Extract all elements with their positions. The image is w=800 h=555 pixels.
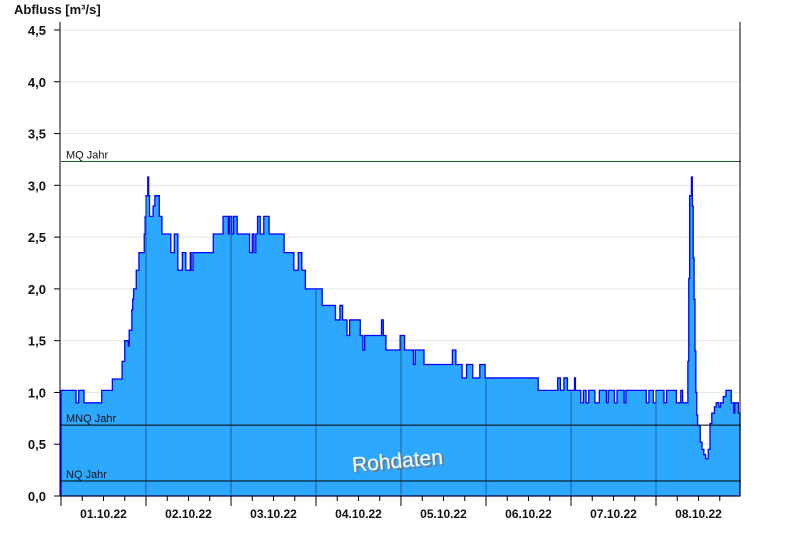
x-tick-label: 04.10.22 (335, 507, 382, 521)
x-tick-label: 07.10.22 (590, 507, 637, 521)
y-tick-label: 4,0 (28, 75, 46, 90)
y-tick-label: 3,5 (28, 127, 46, 142)
x-tick-label: 03.10.22 (250, 507, 297, 521)
x-tick-label: 01.10.22 (80, 507, 127, 521)
y-tick-labels: 0,0 0,5 1,0 1,5 2,0 2,5 3,0 3,5 4,0 4,5 (28, 23, 46, 504)
axes (54, 22, 741, 506)
reference-lines: MQ Jahr MNQ Jahr NQ Jahr (61, 150, 741, 482)
y-tick-label: 2,0 (28, 282, 46, 297)
x-tick-label: 05.10.22 (420, 507, 467, 521)
y-axis-title: Abfluss [m³/s] (14, 2, 101, 17)
x-tick-label: 06.10.22 (505, 507, 552, 521)
y-tick-label: 3,0 (28, 178, 46, 193)
day-separator-lines (145, 196, 657, 496)
x-tick-labels: 01.10.22 02.10.22 03.10.22 04.10.22 05.10.22… (80, 507, 722, 521)
y-tick-label: 4,5 (28, 23, 46, 38)
y-tick-label: 1,0 (28, 385, 46, 400)
y-tick-label: 0,5 (28, 437, 46, 452)
reference-line-label: MNQ Jahr (66, 413, 116, 425)
y-tick-label: 2,5 (28, 230, 46, 245)
x-tick-label: 08.10.22 (675, 507, 722, 521)
reference-line-label: MQ Jahr (66, 150, 109, 162)
reference-line-label: NQ Jahr (66, 469, 107, 481)
y-tick-label: 1,5 (28, 334, 46, 349)
y-tick-label: 0,0 (28, 489, 46, 504)
x-tick-label: 02.10.22 (165, 507, 212, 521)
